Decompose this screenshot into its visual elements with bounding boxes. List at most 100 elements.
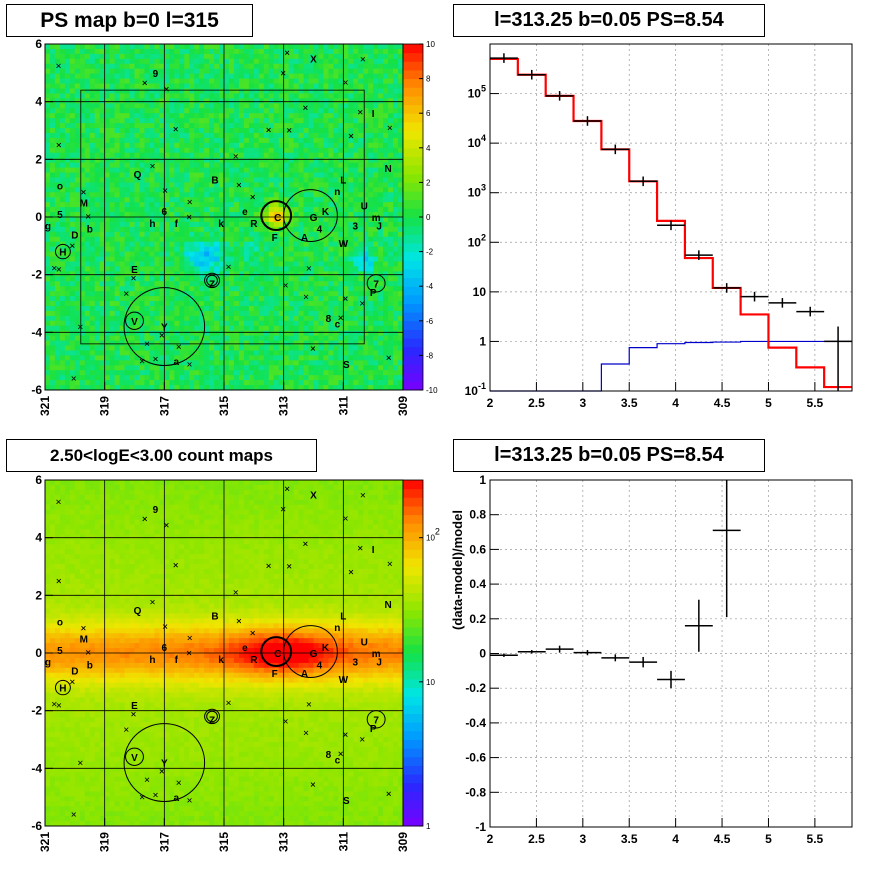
- heatmap-cell: [263, 53, 270, 60]
- heatmap-cell: [243, 142, 250, 149]
- heatmap-cell: [258, 108, 265, 114]
- heatmap-cell: [333, 48, 339, 55]
- heatmap-cell: [49, 350, 56, 356]
- heatmap-cell: [273, 286, 280, 292]
- heatmap-cell: [333, 128, 339, 134]
- heatmap-cell: [303, 355, 310, 361]
- heatmap-cell: [253, 281, 260, 287]
- heatmap-cell: [64, 207, 71, 213]
- heatmap-cell: [104, 212, 111, 218]
- heatmap-cell: [49, 103, 56, 109]
- heatmap-cell: [169, 172, 175, 178]
- heatmap-cell: [368, 202, 374, 208]
- heatmap-cell: [94, 345, 101, 351]
- heatmap-cell: [258, 73, 265, 80]
- heatmap-cell: [179, 63, 185, 70]
- heatmap-cell: [149, 330, 155, 337]
- heatmap-cell: [303, 68, 310, 75]
- heatmap-cell: [238, 330, 245, 337]
- heatmap-cell: [144, 330, 150, 337]
- heatmap-cell: [328, 132, 334, 139]
- heatmap-cell: [164, 276, 170, 282]
- heatmap-cell: [109, 132, 116, 139]
- heatmap-cell: [45, 246, 51, 253]
- heatmap-cell: [253, 271, 260, 277]
- heatmap-cell: [204, 330, 210, 337]
- heatmap-cell: [363, 261, 369, 267]
- heatmap-cell: [119, 182, 126, 188]
- heatmap-cell: [164, 320, 170, 327]
- heatmap-cell: [154, 68, 160, 75]
- heatmap-cell: [388, 345, 394, 351]
- heatmap-cell: [124, 182, 131, 188]
- heatmap-cell: [263, 167, 270, 174]
- heatmap-cell: [228, 157, 235, 164]
- heatmap-cell: [383, 340, 389, 347]
- heatmap-cell: [303, 350, 310, 356]
- heatmap-cell: [283, 360, 290, 366]
- heatmap-cell: [119, 335, 126, 342]
- heatmap-cell: [74, 162, 81, 169]
- heatmap-cell: [194, 365, 200, 371]
- heatmap-cell: [129, 98, 135, 104]
- heatmap-cell: [368, 73, 374, 80]
- heatmap-cell: [283, 83, 290, 89]
- heatmap-cell: [79, 118, 86, 124]
- heatmap-cell: [268, 271, 275, 277]
- heatmap-cell: [164, 132, 170, 139]
- heatmap-cell: [283, 88, 290, 94]
- heatmap-cell: [338, 256, 344, 262]
- heatmap-cell: [353, 63, 359, 70]
- heatmap-cell: [288, 226, 295, 233]
- heatmap-cell: [154, 375, 160, 381]
- heatmap-cell: [209, 137, 215, 144]
- heatmap-cell: [69, 103, 76, 109]
- heatmap-cell: [184, 315, 190, 322]
- heatmap-cell: [119, 281, 126, 287]
- heatmap-cell: [224, 212, 230, 218]
- heatmap-cell: [59, 296, 66, 302]
- heatmap-cell: [84, 78, 91, 85]
- heatmap-cell: [278, 345, 285, 351]
- heatmap-cell: [293, 320, 300, 327]
- heatmap-cell: [134, 305, 140, 312]
- heatmap-cell: [164, 68, 170, 75]
- heatmap-cell: [288, 182, 295, 188]
- heatmap-cell: [378, 212, 384, 218]
- heatmap-cell: [54, 162, 61, 169]
- heatmap-cell: [89, 350, 96, 356]
- heatmap-cell: [154, 113, 160, 119]
- heatmap-cell: [368, 118, 374, 124]
- heatmap-cell: [79, 207, 86, 213]
- heatmap-cell: [45, 177, 51, 183]
- heatmap-cell: [79, 217, 86, 223]
- heatmap-cell: [99, 152, 106, 159]
- heatmap-cell: [398, 182, 404, 188]
- heatmap-cell: [184, 256, 190, 262]
- heatmap-cell: [343, 177, 349, 183]
- heatmap-cell: [59, 261, 66, 267]
- heatmap-cell: [184, 217, 190, 223]
- heatmap-cell: [74, 355, 81, 361]
- heatmap-cell: [94, 315, 101, 322]
- heatmap-cell: [139, 281, 145, 287]
- heatmap-cell: [393, 310, 399, 317]
- heatmap-cell: [378, 202, 384, 208]
- heatmap-cell: [393, 301, 399, 307]
- heatmap-cell: [328, 53, 334, 60]
- heatmap-cell: [214, 281, 220, 287]
- heatmap-cell: [288, 266, 295, 272]
- heatmap-cell: [273, 83, 280, 89]
- heatmap-cell: [184, 345, 190, 351]
- heatmap-cell: [219, 147, 225, 154]
- heatmap-cell: [224, 68, 230, 75]
- heatmap-cell: [184, 355, 190, 361]
- heatmap-cell: [204, 241, 210, 248]
- heatmap-cell: [233, 360, 240, 366]
- heatmap-cell: [99, 202, 106, 208]
- heatmap-cell: [343, 48, 349, 55]
- tl-panel-title: PS map b=0 l=315: [6, 4, 253, 37]
- heatmap-cell: [318, 325, 324, 332]
- heatmap-cell: [119, 370, 126, 376]
- heatmap-cell: [139, 103, 145, 109]
